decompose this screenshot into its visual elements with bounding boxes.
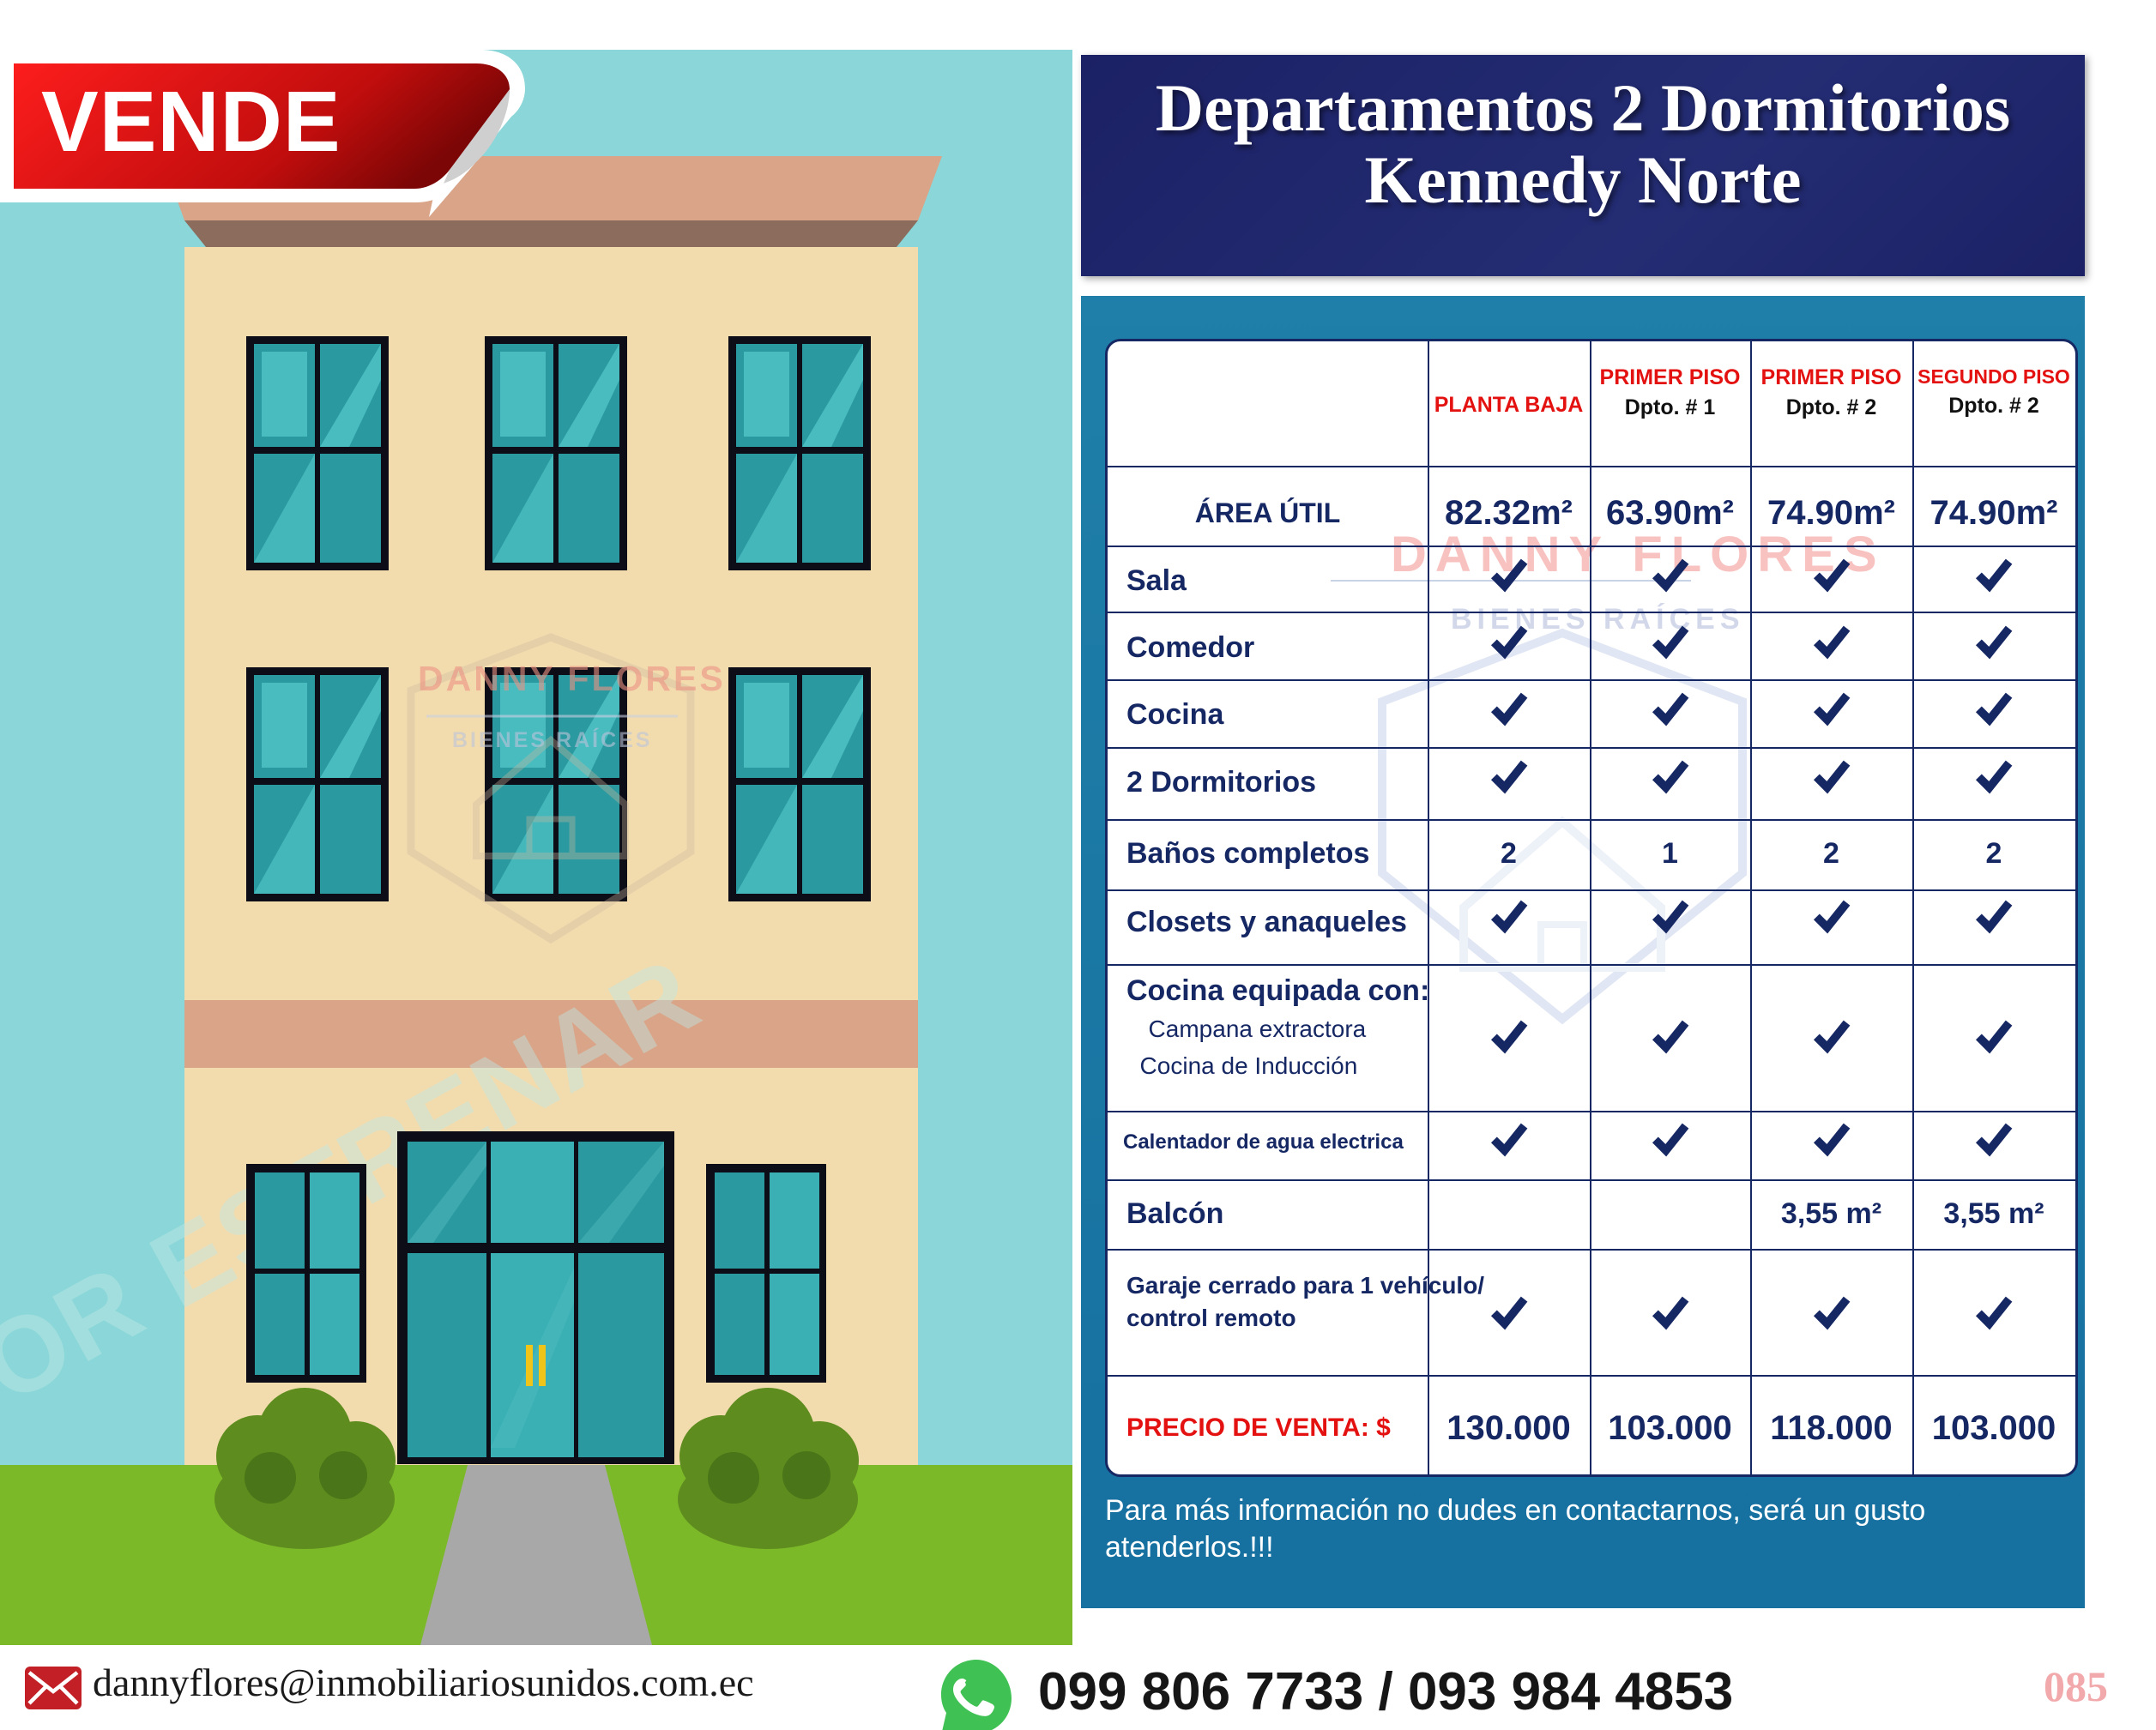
svg-text:BIENES RAÍCES: BIENES RAÍCES: [452, 727, 652, 752]
svg-text:DANNY FLORES: DANNY FLORES: [418, 659, 726, 698]
svg-text:VENDE: VENDE: [41, 74, 341, 170]
